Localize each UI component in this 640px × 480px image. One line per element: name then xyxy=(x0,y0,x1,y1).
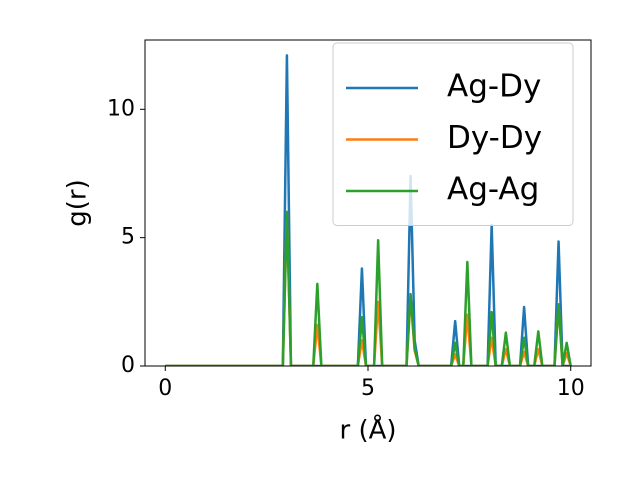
y-tick-label: 5 xyxy=(121,225,135,250)
y-tick-label: 10 xyxy=(107,96,135,121)
plot-frame xyxy=(144,39,592,367)
legend-label: Ag-Dy xyxy=(447,69,541,105)
x-tick-label: 10 xyxy=(557,376,585,401)
legend-label: Ag-Ag xyxy=(447,172,539,208)
y-tick-label: 0 xyxy=(121,353,135,378)
series-line xyxy=(165,210,572,366)
series-line xyxy=(165,210,572,366)
x-tick-label: 5 xyxy=(361,376,375,401)
x-tick-label: 0 xyxy=(158,376,172,401)
y-axis-label: g(r) xyxy=(63,179,93,226)
legend-label: Dy-Dy xyxy=(447,120,542,156)
x-axis-label: r (Å) xyxy=(339,414,396,446)
